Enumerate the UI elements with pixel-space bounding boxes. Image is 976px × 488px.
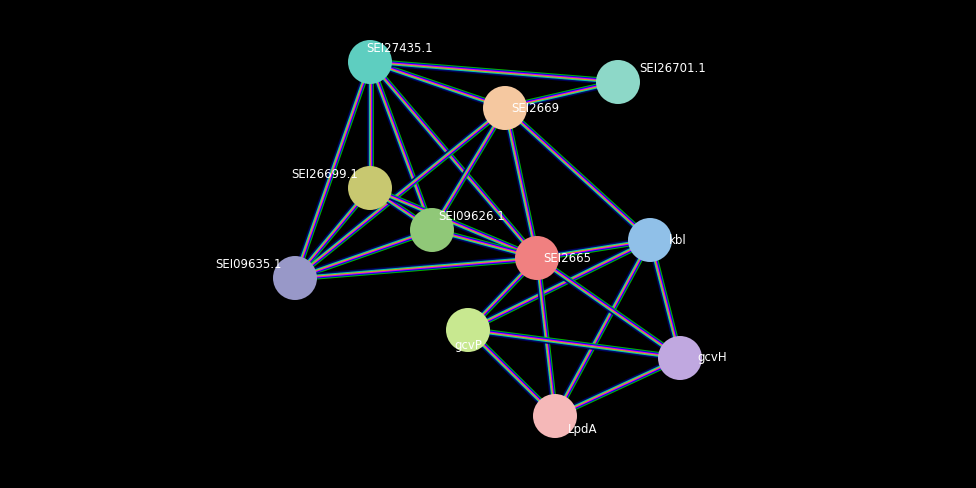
- Circle shape: [348, 166, 392, 210]
- Text: gcvP: gcvP: [454, 340, 482, 352]
- Text: SEI09635.1: SEI09635.1: [216, 258, 282, 270]
- Text: SEI27435.1: SEI27435.1: [367, 41, 433, 55]
- Circle shape: [348, 40, 392, 84]
- Circle shape: [483, 86, 527, 130]
- Text: SEI26701.1: SEI26701.1: [639, 61, 707, 75]
- Text: SEI2669: SEI2669: [511, 102, 559, 115]
- Circle shape: [515, 236, 559, 280]
- Circle shape: [596, 60, 640, 104]
- Text: LpdA: LpdA: [568, 424, 597, 436]
- Circle shape: [628, 218, 672, 262]
- Circle shape: [273, 256, 317, 300]
- Text: SEI26699.1: SEI26699.1: [292, 167, 358, 181]
- Text: kbl: kbl: [670, 233, 687, 246]
- Circle shape: [658, 336, 702, 380]
- Text: gcvH: gcvH: [697, 351, 727, 365]
- Text: SEI09626.1: SEI09626.1: [438, 209, 506, 223]
- Circle shape: [446, 308, 490, 352]
- Text: SEI2665: SEI2665: [543, 251, 591, 264]
- Circle shape: [410, 208, 454, 252]
- Circle shape: [533, 394, 577, 438]
